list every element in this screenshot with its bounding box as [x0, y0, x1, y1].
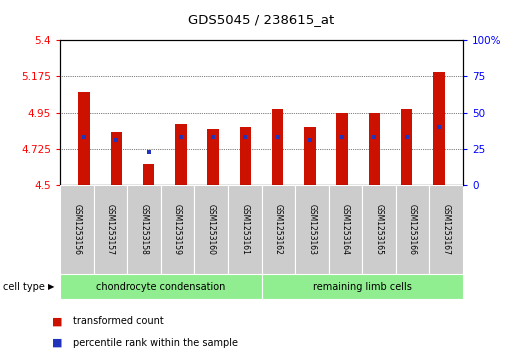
Bar: [262, 185, 295, 274]
Point: [209, 134, 217, 140]
Point: [144, 149, 153, 155]
Bar: [295, 185, 328, 274]
Bar: [433, 72, 445, 185]
Point: [80, 134, 88, 140]
Bar: [208, 129, 219, 185]
Text: GSM1253160: GSM1253160: [207, 204, 215, 255]
Text: percentile rank within the sample: percentile rank within the sample: [73, 338, 238, 348]
Bar: [195, 185, 228, 274]
Text: GDS5045 / 238615_at: GDS5045 / 238615_at: [188, 13, 335, 26]
Text: remaining limb cells: remaining limb cells: [313, 282, 412, 292]
Bar: [60, 185, 94, 274]
Bar: [429, 185, 463, 274]
Point: [241, 134, 249, 140]
Text: cell type: cell type: [3, 282, 44, 292]
Bar: [362, 185, 396, 274]
Text: GSM1253166: GSM1253166: [408, 204, 417, 255]
Text: GSM1253162: GSM1253162: [274, 204, 283, 255]
Bar: [94, 185, 127, 274]
Bar: [161, 185, 195, 274]
Bar: [143, 164, 154, 185]
Text: ■: ■: [52, 316, 63, 326]
Text: GSM1253156: GSM1253156: [72, 204, 82, 255]
Bar: [272, 109, 283, 185]
Bar: [127, 185, 161, 274]
Text: ▶: ▶: [48, 282, 54, 291]
Point: [403, 134, 411, 140]
Bar: [228, 185, 262, 274]
Text: ■: ■: [52, 338, 63, 348]
Text: GSM1253159: GSM1253159: [173, 204, 182, 255]
Bar: [60, 274, 262, 299]
Point: [112, 137, 120, 143]
Point: [274, 134, 282, 140]
Point: [306, 137, 314, 143]
Bar: [111, 132, 122, 185]
Point: [177, 134, 185, 140]
Text: transformed count: transformed count: [73, 316, 164, 326]
Bar: [336, 113, 348, 185]
Text: GSM1253158: GSM1253158: [140, 204, 149, 255]
Text: GSM1253165: GSM1253165: [374, 204, 383, 255]
Bar: [396, 185, 429, 274]
Point: [338, 134, 346, 140]
Bar: [240, 127, 251, 185]
Point: [435, 124, 443, 130]
Bar: [262, 274, 463, 299]
Text: GSM1253164: GSM1253164: [341, 204, 350, 255]
Text: GSM1253161: GSM1253161: [240, 204, 249, 255]
Bar: [369, 113, 380, 185]
Text: GSM1253157: GSM1253157: [106, 204, 115, 255]
Text: GSM1253163: GSM1253163: [308, 204, 316, 255]
Point: [370, 134, 379, 140]
Bar: [328, 185, 362, 274]
Text: GSM1253167: GSM1253167: [441, 204, 451, 255]
Bar: [304, 127, 315, 185]
Bar: [175, 124, 187, 185]
Bar: [401, 109, 412, 185]
Bar: [78, 91, 90, 185]
Text: chondrocyte condensation: chondrocyte condensation: [96, 282, 225, 292]
